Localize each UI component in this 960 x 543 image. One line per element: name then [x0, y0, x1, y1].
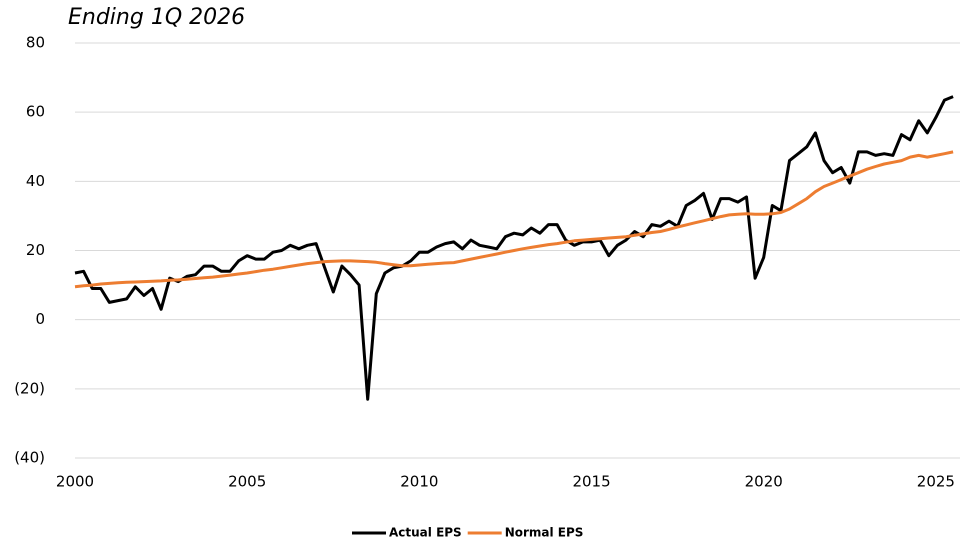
legend-label: Normal EPS — [505, 526, 584, 540]
y-tick-label: 40 — [26, 172, 45, 190]
y-tick-label: (40) — [14, 449, 45, 467]
x-tick-label: 2005 — [228, 473, 266, 491]
y-tick-label: 80 — [26, 34, 45, 52]
chart-title: Ending 1Q 2026 — [68, 5, 245, 30]
x-tick-label: 2015 — [572, 473, 610, 491]
legend-label: Actual EPS — [389, 526, 462, 540]
x-tick-label: 2000 — [56, 473, 94, 491]
y-tick-label: 60 — [26, 103, 45, 121]
x-tick-label: 2025 — [917, 473, 955, 491]
y-tick-label: 0 — [35, 310, 45, 328]
y-tick-label: (20) — [14, 379, 45, 397]
series-line — [74, 95, 954, 401]
x-tick-label: 2010 — [400, 473, 438, 491]
x-tick-label: 2020 — [745, 473, 783, 491]
series-line — [74, 150, 954, 289]
y-tick-label: 20 — [26, 241, 45, 259]
